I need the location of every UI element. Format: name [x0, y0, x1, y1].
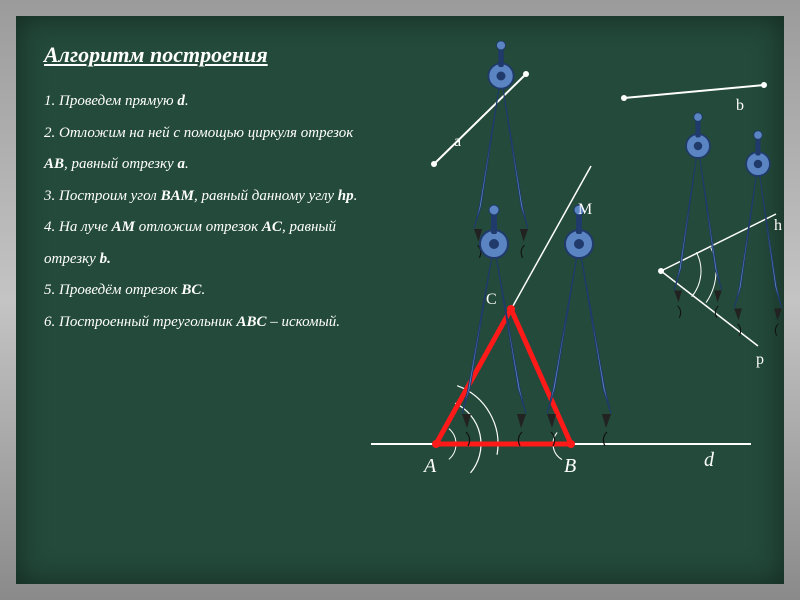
diagram-svg: a b А В С Мd h p [16, 16, 784, 584]
chalkboard: Алгоритм построения 1. Проведем прямую d… [16, 16, 784, 584]
label-d: d [704, 449, 715, 471]
angle-ray-h [661, 214, 776, 271]
label-a: a [454, 133, 461, 150]
label-B: В [564, 455, 576, 477]
board-frame: Алгоритм построения 1. Проведем прямую d… [0, 0, 800, 600]
label-b: b [736, 97, 744, 114]
label-C: С [486, 291, 497, 308]
label-A: А [422, 455, 437, 477]
compass-icon [474, 41, 528, 258]
label-p: p [756, 351, 764, 368]
label-h: h [774, 217, 782, 234]
label-M: М [578, 201, 592, 218]
angle-ray-p [661, 271, 758, 346]
construction-arc [455, 403, 481, 473]
